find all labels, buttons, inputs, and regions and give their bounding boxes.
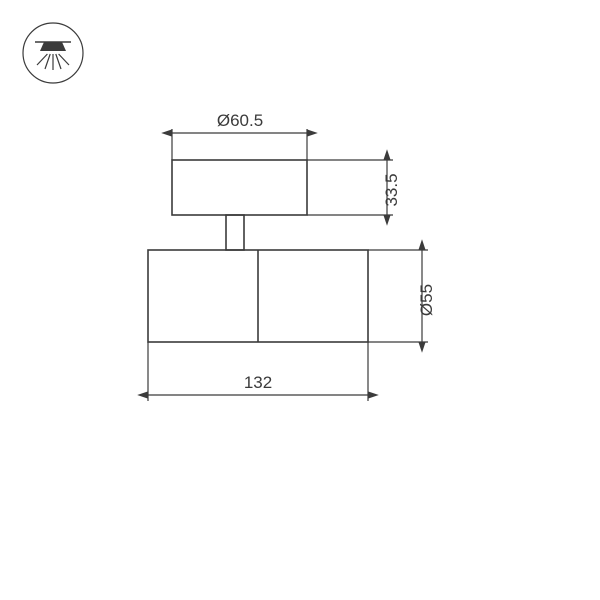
ceiling-light-icon	[23, 23, 83, 83]
svg-text:Ø60.5: Ø60.5	[217, 111, 263, 130]
svg-text:33.5: 33.5	[382, 173, 401, 206]
svg-text:Ø55: Ø55	[417, 284, 436, 316]
svg-text:132: 132	[244, 373, 272, 392]
technical-drawing: Ø60.5 33.5 Ø55 132	[0, 0, 600, 600]
